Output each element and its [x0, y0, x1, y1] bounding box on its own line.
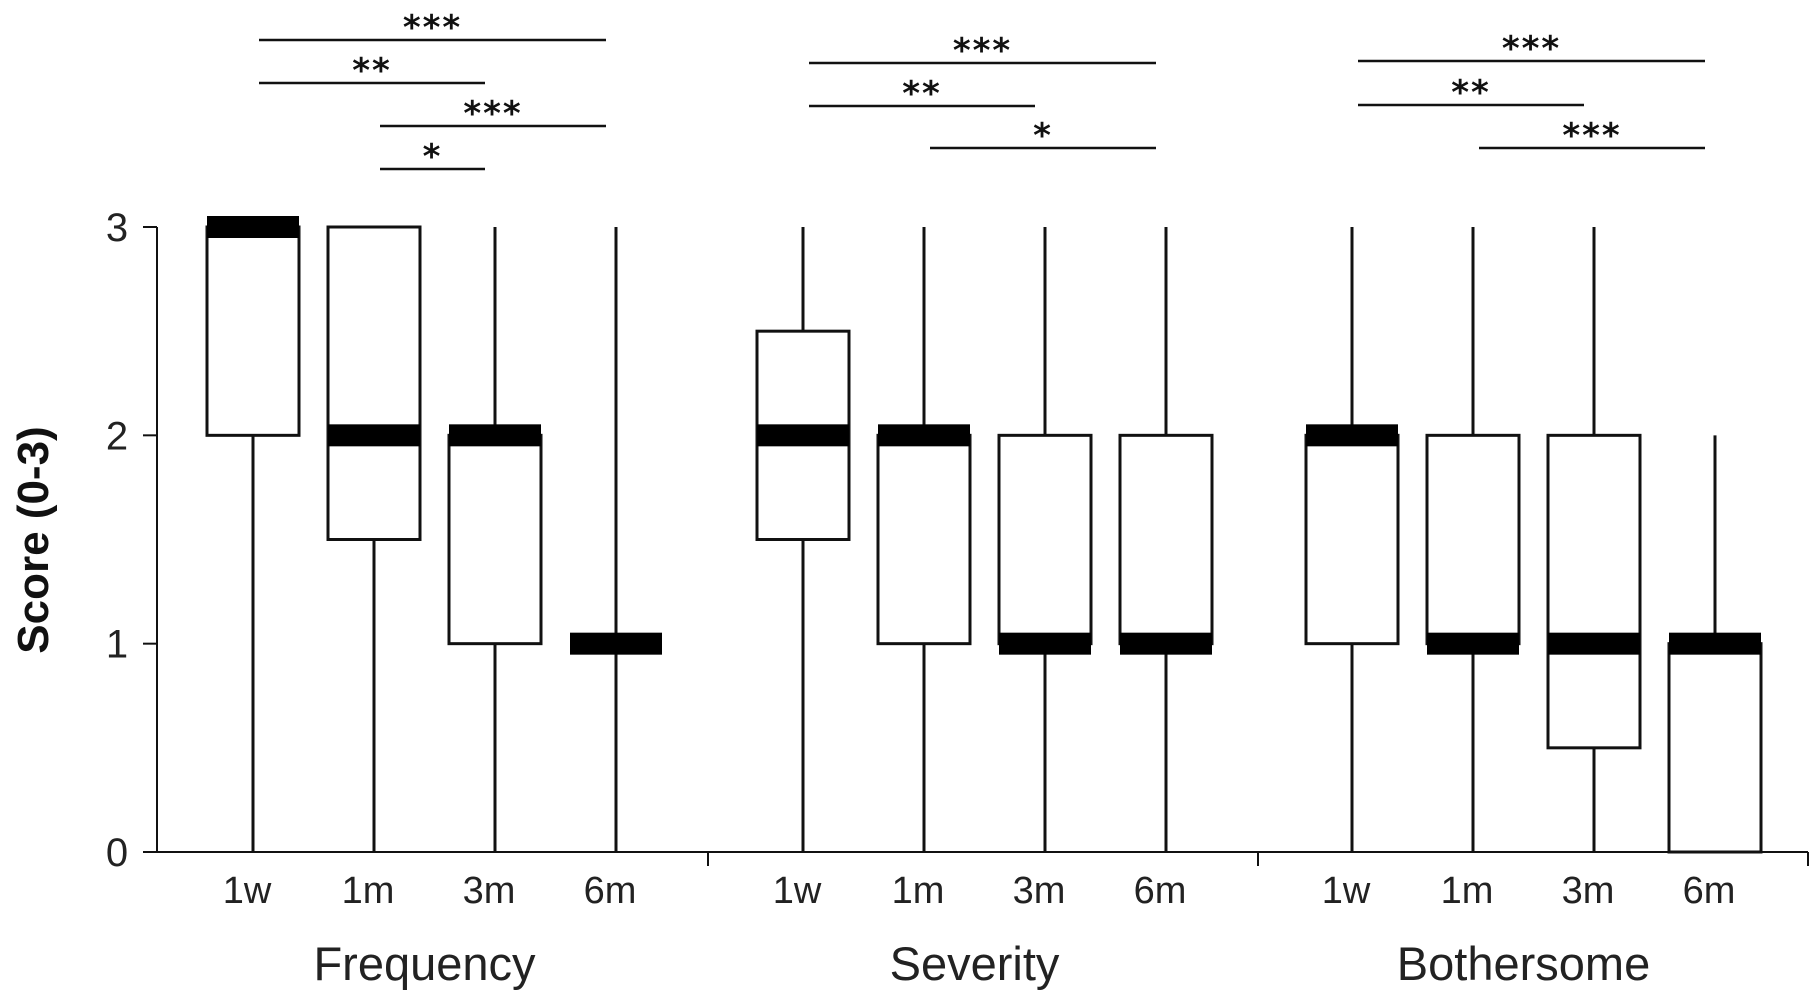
box-median [999, 632, 1091, 655]
box-median [207, 216, 299, 238]
x-category-label: 1w [223, 870, 272, 912]
x-category-label: 1m [1441, 870, 1494, 912]
significance-label: ** [902, 74, 942, 114]
x-category-label: 6m [584, 870, 637, 912]
significance-label: * [1033, 116, 1053, 156]
box-iqr [1546, 433, 1642, 750]
x-category-label: 1w [1322, 870, 1371, 912]
box-median [1669, 632, 1761, 655]
y-tick-label: 3 [106, 206, 128, 250]
significance-label: *** [463, 94, 522, 134]
significance-label: *** [1562, 116, 1621, 156]
group-label: Frequency [313, 937, 536, 990]
box-iqr [326, 225, 422, 541]
significance-label: *** [1502, 29, 1561, 69]
box-iqr [876, 433, 972, 646]
y-tick-label: 0 [106, 831, 128, 875]
x-category-label: 1w [773, 870, 822, 912]
significance-label: ** [352, 51, 392, 91]
y-axis-label: Score (0-3) [9, 426, 58, 653]
box-median [1548, 632, 1640, 655]
box-median [570, 632, 662, 655]
x-category-label: 3m [463, 870, 516, 912]
y-tick-label: 1 [106, 623, 128, 667]
box-iqr [1667, 642, 1763, 854]
significance-label: *** [953, 31, 1012, 71]
box-iqr [997, 433, 1093, 646]
x-category-label: 3m [1013, 870, 1066, 912]
significance-label: *** [403, 8, 462, 48]
box-iqr [447, 433, 543, 646]
y-tick-label: 2 [106, 414, 128, 458]
box-iqr [1304, 433, 1400, 646]
group-label: Severity [890, 937, 1060, 990]
box-median [328, 424, 420, 447]
x-category-label: 6m [1134, 870, 1187, 912]
box-median [757, 424, 849, 447]
box-median [878, 424, 970, 447]
x-category-label: 6m [1683, 870, 1736, 912]
box-median [1427, 632, 1519, 655]
box-median [1306, 424, 1398, 447]
significance-label: ** [1451, 73, 1491, 113]
x-category-label: 1m [342, 870, 395, 912]
box-median [1120, 632, 1212, 655]
group-label: Bothersome [1397, 937, 1650, 990]
box-median [449, 424, 541, 447]
box-iqr [205, 225, 301, 437]
box-iqr [1425, 433, 1521, 646]
x-category-label: 1m [892, 870, 945, 912]
significance-label: * [423, 137, 443, 177]
box-iqr [1118, 433, 1214, 646]
x-category-label: 3m [1562, 870, 1615, 912]
